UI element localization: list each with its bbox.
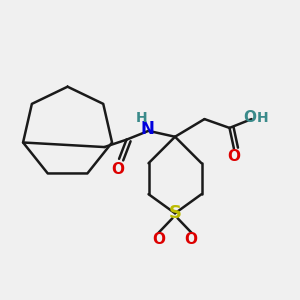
Text: O: O	[111, 162, 124, 177]
Text: O: O	[152, 232, 165, 247]
Text: O: O	[227, 149, 240, 164]
Text: H: H	[257, 111, 269, 124]
Text: H: H	[136, 111, 148, 125]
Text: O: O	[185, 232, 198, 247]
Text: O: O	[244, 110, 256, 125]
Text: N: N	[140, 120, 154, 138]
Text: S: S	[169, 204, 182, 222]
